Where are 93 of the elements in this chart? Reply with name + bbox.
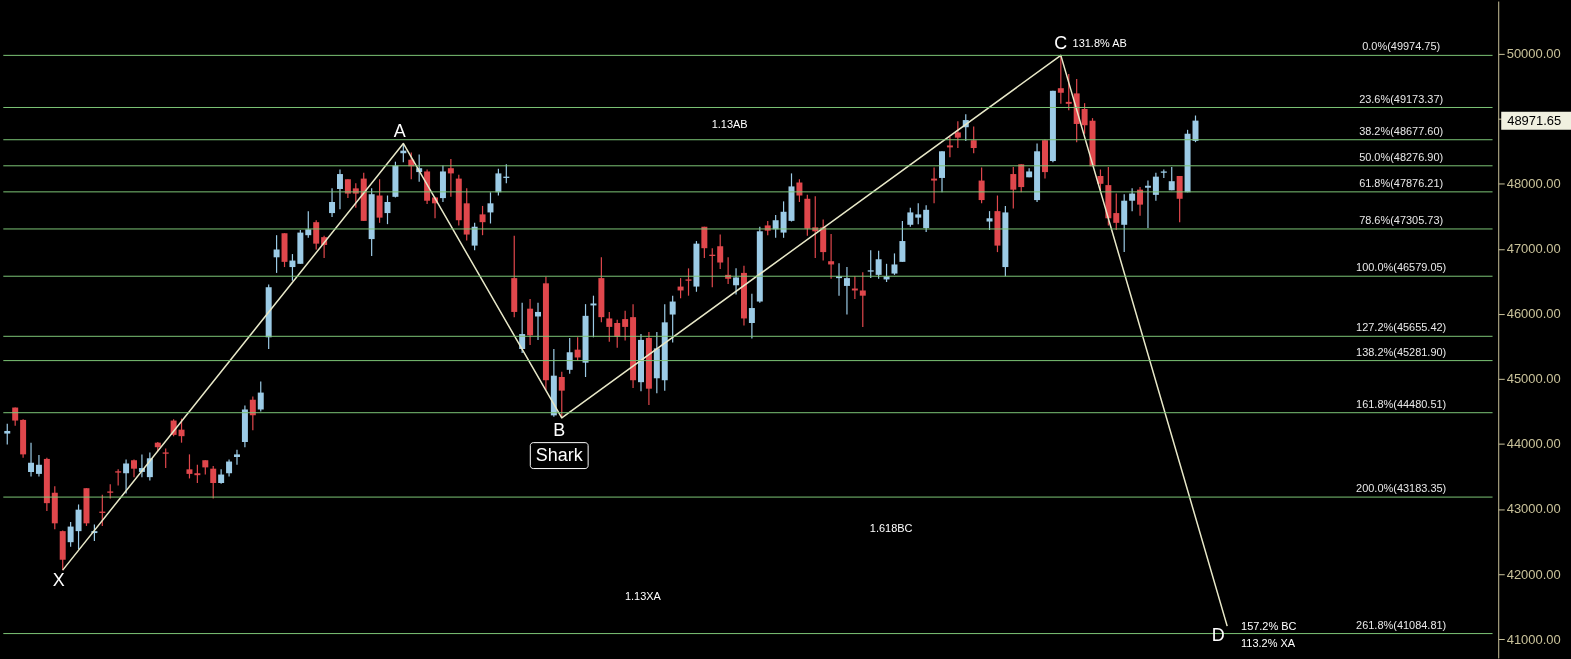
candlestick bbox=[843, 266, 850, 316]
candlestick bbox=[986, 210, 993, 231]
candlestick bbox=[590, 295, 597, 338]
candlestick bbox=[471, 222, 478, 251]
ref-line-label: 38.2%(48677.60) bbox=[1359, 124, 1444, 137]
annotation: C bbox=[1054, 32, 1068, 53]
annotation: X bbox=[52, 570, 65, 591]
ref-line-label: 261.8%(41084.81) bbox=[1356, 618, 1447, 631]
ref-line-label: 161.8%(44480.51) bbox=[1356, 397, 1447, 410]
candlestick bbox=[1081, 102, 1088, 135]
candlestick bbox=[75, 503, 82, 550]
candlestick bbox=[891, 252, 898, 276]
ref-line-label: 200.0%(43183.35) bbox=[1356, 482, 1447, 495]
y-tick-label: 50000.00 bbox=[1506, 46, 1561, 62]
y-tick-label: 41000.00 bbox=[1506, 631, 1561, 647]
annotation: A bbox=[393, 120, 406, 141]
annotation: Shark bbox=[535, 444, 583, 465]
annotation: 1.13XA bbox=[624, 590, 662, 603]
candlestick bbox=[249, 395, 256, 431]
candlestick bbox=[186, 453, 193, 480]
ref-line-label: 127.2%(45655.42) bbox=[1356, 321, 1447, 334]
annotation: 157.2% BC bbox=[1241, 620, 1297, 633]
y-tick-label: 44000.00 bbox=[1506, 436, 1561, 452]
y-tick-label: 43000.00 bbox=[1506, 501, 1561, 517]
y-tick-label: 42000.00 bbox=[1506, 566, 1561, 582]
candlestick bbox=[162, 447, 169, 469]
candlestick bbox=[1129, 187, 1136, 212]
candlestick bbox=[970, 125, 977, 154]
candlestick bbox=[234, 449, 240, 466]
text: 48971.65 bbox=[1507, 112, 1562, 128]
candlestick bbox=[487, 191, 494, 225]
candlestick bbox=[1010, 166, 1017, 210]
candlestick bbox=[867, 249, 874, 279]
candlestick bbox=[28, 442, 35, 478]
candlestick bbox=[178, 418, 185, 444]
candlestick bbox=[606, 311, 613, 343]
annotation: B bbox=[553, 419, 566, 440]
candlestick bbox=[67, 521, 74, 548]
ref-line-label: 61.8%(47876.21) bbox=[1359, 176, 1444, 189]
ref-line-label: 78.6%(47305.73) bbox=[1359, 213, 1444, 226]
candlestick bbox=[257, 380, 264, 413]
y-tick-label: 45000.00 bbox=[1506, 371, 1561, 387]
annotation: 131.8% AB bbox=[1072, 36, 1127, 49]
candlestick bbox=[907, 207, 914, 228]
candlestick bbox=[194, 464, 201, 484]
candlestick bbox=[558, 371, 565, 419]
candlestick bbox=[35, 454, 42, 478]
candlestick bbox=[4, 423, 11, 446]
candlestick bbox=[946, 136, 953, 158]
ref-line-label: 138.2%(45281.90) bbox=[1356, 345, 1447, 358]
candlestick bbox=[479, 205, 486, 236]
candlestick bbox=[336, 168, 343, 210]
candlestick bbox=[329, 187, 336, 218]
candlestick bbox=[685, 267, 692, 297]
candlestick bbox=[717, 233, 724, 270]
candlestick bbox=[566, 337, 573, 375]
candlestick bbox=[1018, 163, 1025, 193]
candlestick bbox=[733, 267, 740, 295]
candlestick bbox=[954, 120, 961, 149]
candlestick bbox=[622, 310, 629, 342]
candlestick bbox=[875, 250, 882, 280]
y-tick-label: 48000.00 bbox=[1506, 176, 1561, 192]
candlestick bbox=[289, 253, 296, 282]
candlestick bbox=[915, 202, 922, 225]
candlestick bbox=[447, 158, 454, 198]
candlestick bbox=[1065, 73, 1072, 111]
candlestick bbox=[1113, 192, 1120, 231]
annotation: 113.2% XA bbox=[1241, 636, 1296, 649]
candlestick bbox=[780, 200, 787, 239]
candlestick bbox=[931, 166, 938, 204]
candlestick bbox=[313, 219, 320, 251]
candlestick bbox=[748, 293, 755, 340]
candlestick bbox=[210, 465, 217, 500]
candlestick bbox=[923, 204, 930, 233]
annotation: 1.13AB bbox=[711, 117, 748, 130]
candlestick bbox=[899, 220, 906, 263]
candlestick bbox=[1144, 179, 1151, 229]
ref-line-label: 100.0%(46579.05) bbox=[1356, 261, 1447, 274]
candlestick bbox=[614, 319, 621, 349]
candlestick bbox=[123, 458, 130, 494]
candlestick bbox=[1176, 175, 1183, 223]
candlestick bbox=[1057, 54, 1064, 105]
annotation: 1.618BC bbox=[869, 522, 913, 535]
ref-line-label: 23.6%(49173.37) bbox=[1359, 92, 1444, 105]
y-tick-label: 46000.00 bbox=[1506, 306, 1561, 322]
candlestick bbox=[376, 178, 383, 224]
candlestick bbox=[669, 295, 676, 344]
ref-line-label: 50.0%(48276.90) bbox=[1359, 150, 1444, 163]
candlestick bbox=[828, 233, 835, 280]
y-tick-label: 47000.00 bbox=[1506, 241, 1561, 257]
ref-line-label: 0.0%(49974.75) bbox=[1362, 40, 1441, 53]
candlestick bbox=[495, 168, 502, 197]
candlestick bbox=[859, 271, 866, 328]
